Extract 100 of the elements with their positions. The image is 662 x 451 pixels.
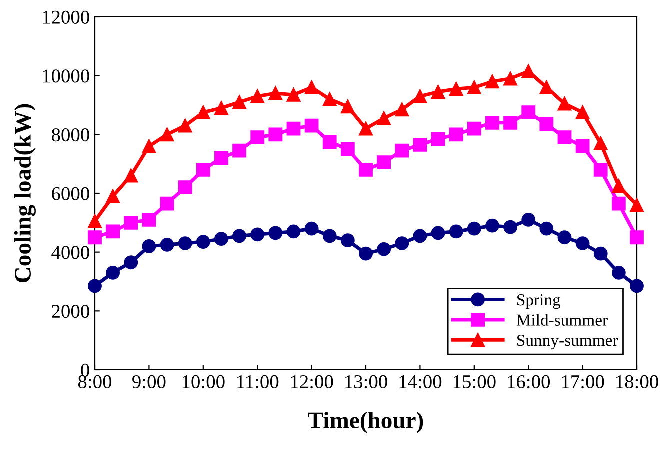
- point: [106, 224, 120, 239]
- point: [178, 180, 192, 195]
- point: [377, 112, 392, 126]
- point: [286, 88, 301, 102]
- x-tick-label: 17:00: [562, 375, 604, 389]
- point: [250, 228, 265, 242]
- point: [449, 128, 464, 142]
- point: [106, 266, 120, 280]
- point: [142, 139, 156, 154]
- legend-label: Spring: [518, 294, 561, 310]
- x-tick-label: 18:00: [616, 375, 658, 389]
- point: [594, 246, 608, 261]
- point: [250, 130, 265, 145]
- point: [340, 142, 355, 156]
- point: [88, 230, 102, 245]
- point: [232, 229, 246, 244]
- x-tick-label: 14:00: [400, 375, 442, 389]
- x-tick-label: 11:00: [238, 375, 279, 389]
- x-tick-label: 10:00: [182, 375, 225, 389]
- point: [630, 279, 644, 294]
- point: [359, 163, 373, 177]
- point: [232, 144, 246, 158]
- point: [395, 144, 410, 158]
- y-tick-label: 6000: [52, 187, 90, 200]
- x-axis-title: Time(hour): [308, 412, 424, 434]
- point: [340, 100, 355, 114]
- point: [413, 229, 428, 244]
- point: [214, 232, 228, 246]
- point: [88, 279, 102, 294]
- x-tick-label: 8:00: [78, 375, 112, 389]
- point: [612, 196, 626, 211]
- point: [431, 132, 446, 146]
- point: [196, 163, 210, 177]
- legend-label: Mild-summer: [516, 314, 608, 326]
- point: [449, 224, 464, 239]
- point: [522, 106, 536, 120]
- point: [576, 236, 590, 250]
- point: [359, 122, 373, 136]
- y-axis-title: Cooling load(kW): [14, 104, 36, 283]
- point: [322, 135, 337, 149]
- point: [558, 130, 572, 145]
- point: [558, 96, 572, 111]
- point: [558, 230, 572, 245]
- point: [431, 226, 446, 240]
- point: [88, 214, 102, 228]
- point: [232, 95, 246, 110]
- point: [286, 224, 301, 239]
- y-tick-label: 10000: [43, 70, 90, 83]
- x-tick-label: 9:00: [132, 375, 166, 389]
- point: [630, 198, 644, 212]
- point: [286, 122, 301, 136]
- point: [431, 85, 446, 99]
- point: [160, 238, 174, 252]
- point: [486, 218, 500, 233]
- point: [196, 106, 210, 120]
- point: [467, 222, 482, 236]
- point: [522, 213, 536, 227]
- point: [630, 230, 644, 245]
- y-tick-label: 12000: [43, 10, 90, 24]
- point: [576, 139, 590, 154]
- point: [467, 80, 482, 95]
- point: [322, 92, 337, 106]
- point: [486, 116, 500, 130]
- point: [413, 138, 428, 152]
- point: [160, 196, 174, 211]
- point: [486, 74, 500, 89]
- point: [268, 226, 283, 240]
- point: [196, 235, 210, 249]
- x-tick-label: 16:00: [508, 375, 550, 389]
- point: [106, 189, 120, 204]
- point: [377, 242, 392, 256]
- point: [395, 236, 410, 250]
- point: [124, 256, 138, 270]
- y-tick-label: 8000: [52, 128, 90, 142]
- point: [540, 80, 554, 95]
- point: [142, 213, 156, 227]
- point: [504, 72, 518, 86]
- point: [540, 222, 554, 236]
- point: [214, 151, 228, 166]
- point: [304, 80, 319, 95]
- point: [340, 234, 355, 248]
- point: [504, 220, 518, 234]
- point: [214, 101, 228, 116]
- point: [124, 168, 138, 183]
- point: [178, 118, 192, 133]
- point: [268, 86, 283, 100]
- point: [612, 266, 626, 280]
- y-tick-label: 0: [81, 364, 90, 377]
- point: [540, 117, 554, 132]
- point: [160, 128, 174, 142]
- point: [268, 128, 283, 142]
- y-tick-label: 2000: [52, 304, 90, 318]
- point: [359, 246, 373, 261]
- x-tick-label: 15:00: [454, 375, 496, 389]
- point: [250, 89, 265, 104]
- point: [395, 102, 410, 117]
- x-tick-label: 12:00: [291, 375, 334, 389]
- point: [322, 229, 337, 244]
- point: [142, 240, 156, 254]
- point: [612, 179, 626, 194]
